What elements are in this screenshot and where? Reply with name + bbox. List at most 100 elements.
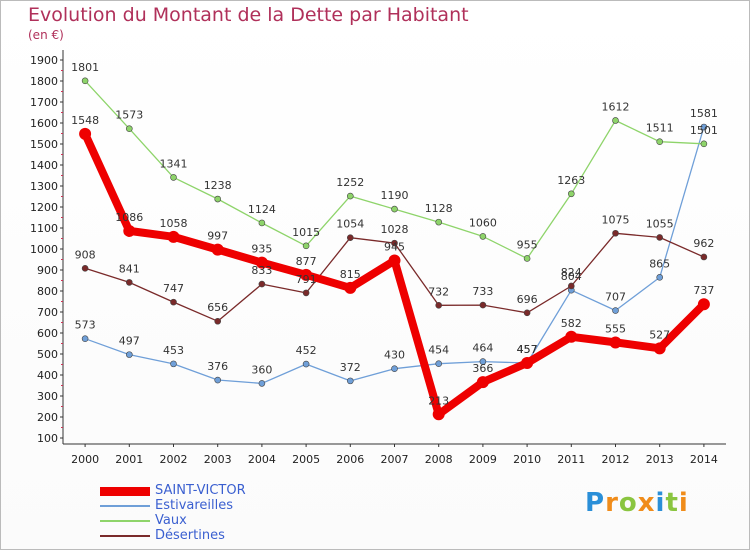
y-tick-label: 200 xyxy=(37,411,58,424)
chart-subtitle: (en €) xyxy=(28,28,64,42)
x-tick-label: 2002 xyxy=(160,453,188,466)
data-label-saint-victor: 1548 xyxy=(71,114,99,127)
data-labels: 573 497 453 376 360 452 372 430 454 464 457 804 707 8… xyxy=(71,61,718,407)
point-estivareilles xyxy=(435,360,443,367)
data-label-saint-victor: 366 xyxy=(472,362,493,375)
x-tick-label: 2010 xyxy=(513,453,541,466)
point-d-sertines xyxy=(346,234,354,241)
y-tick-label: 1100 xyxy=(30,222,58,235)
data-label-vaux: 1612 xyxy=(602,100,630,113)
point-saint-victor xyxy=(653,342,666,355)
point-d-sertines xyxy=(126,279,133,286)
y-tick-label: 1400 xyxy=(30,159,58,172)
data-label-estivareilles: 457 xyxy=(517,343,538,356)
logo-letter: i xyxy=(655,488,666,518)
data-label-estivareilles: 865 xyxy=(649,257,670,270)
data-label-d-sertines: 833 xyxy=(251,264,272,277)
data-label-saint-victor: 555 xyxy=(605,322,626,335)
point-saint-victor xyxy=(609,336,622,349)
point-d-sertines xyxy=(435,301,443,309)
x-tick-label: 2013 xyxy=(646,453,674,466)
data-label-vaux: 1238 xyxy=(204,179,232,192)
legend-label: Vaux xyxy=(155,513,187,528)
y-tick-label: 1500 xyxy=(30,138,58,151)
data-label-saint-victor: 527 xyxy=(649,328,670,341)
data-label-saint-victor: 877 xyxy=(296,255,317,268)
data-label-estivareilles: 454 xyxy=(428,344,449,357)
x-tick-label: 2007 xyxy=(381,453,409,466)
data-label-saint-victor: 213 xyxy=(428,394,449,407)
point-estivareilles xyxy=(479,358,487,365)
chart-title: Evolution du Montant de la Dette par Hab… xyxy=(28,4,469,26)
data-label-saint-victor: 1058 xyxy=(160,217,188,230)
point-estivareilles xyxy=(656,274,664,281)
y-tick-label: 100 xyxy=(37,432,58,445)
data-label-vaux: 1128 xyxy=(425,202,453,215)
point-saint-victor xyxy=(344,281,357,294)
point-estivareilles xyxy=(214,376,221,384)
legend-swatch xyxy=(100,486,150,496)
x-tick-label: 2004 xyxy=(248,453,276,466)
data-label-vaux: 1263 xyxy=(557,174,585,187)
y-tick-label: 900 xyxy=(37,264,58,277)
data-label-estivareilles: 452 xyxy=(296,344,317,357)
data-label-saint-victor: 815 xyxy=(340,268,361,281)
data-label-vaux: 1252 xyxy=(336,176,364,189)
legend-label: SAINT-VICTOR xyxy=(155,483,246,498)
x-tick-label: 2008 xyxy=(425,453,453,466)
logo-letter: o xyxy=(618,488,638,518)
data-label-saint-victor: 945 xyxy=(384,241,405,254)
y-tick-label: 600 xyxy=(37,327,58,340)
series-lines xyxy=(79,77,710,421)
point-vaux xyxy=(656,138,664,145)
point-d-sertines xyxy=(612,229,619,237)
point-estivareilles xyxy=(81,335,89,342)
proxiti-logo: Proxiti xyxy=(585,488,689,518)
point-estivareilles xyxy=(170,360,177,368)
data-label-vaux: 1501 xyxy=(690,124,718,137)
y-tick-label: 1300 xyxy=(30,180,58,193)
data-label-saint-victor: 935 xyxy=(251,243,272,256)
point-vaux xyxy=(435,218,443,226)
data-label-d-sertines: 1055 xyxy=(646,217,674,230)
data-label-vaux: 1015 xyxy=(292,226,320,239)
point-vaux xyxy=(567,190,575,198)
logo-letter: P xyxy=(585,488,606,518)
x-tick-label: 2009 xyxy=(469,453,497,466)
data-label-d-sertines: 732 xyxy=(428,285,449,298)
data-label-saint-victor: 1086 xyxy=(115,211,143,224)
legend-swatch xyxy=(100,535,150,537)
point-vaux xyxy=(170,174,177,181)
point-vaux xyxy=(523,255,531,262)
x-tick-label: 2005 xyxy=(292,453,320,466)
data-label-estivareilles: 707 xyxy=(605,291,626,304)
y-tick-label: 1900 xyxy=(30,54,58,67)
point-vaux xyxy=(302,242,310,250)
point-vaux xyxy=(612,117,619,124)
data-label-d-sertines: 791 xyxy=(296,273,317,286)
point-d-sertines xyxy=(391,239,398,247)
data-label-vaux: 1190 xyxy=(381,189,409,202)
point-vaux xyxy=(126,125,133,132)
legend-label: Estivareilles xyxy=(155,498,234,513)
point-estivareilles xyxy=(700,123,708,131)
point-estivareilles xyxy=(258,380,266,387)
data-label-estivareilles: 430 xyxy=(384,349,405,362)
y-tick-label: 800 xyxy=(37,285,58,298)
point-d-sertines xyxy=(170,298,177,306)
point-vaux xyxy=(700,140,708,148)
axes: 100 200 300 400 500 600 700 800 900 1000 1100 1200 1… xyxy=(30,50,726,466)
point-d-sertines xyxy=(523,309,531,317)
data-label-d-sertines: 1054 xyxy=(336,218,364,231)
point-estivareilles xyxy=(302,360,310,368)
y-tick-label: 400 xyxy=(37,369,58,382)
data-label-vaux: 1573 xyxy=(115,109,143,122)
x-tick-label: 2006 xyxy=(336,453,364,466)
data-label-saint-victor: 457 xyxy=(517,343,538,356)
data-label-d-sertines: 908 xyxy=(75,248,96,261)
legend-label: Désertines xyxy=(155,528,225,543)
data-label-d-sertines: 656 xyxy=(207,301,228,314)
point-saint-victor xyxy=(211,243,224,256)
point-d-sertines xyxy=(479,301,487,309)
data-label-estivareilles: 573 xyxy=(75,319,96,332)
